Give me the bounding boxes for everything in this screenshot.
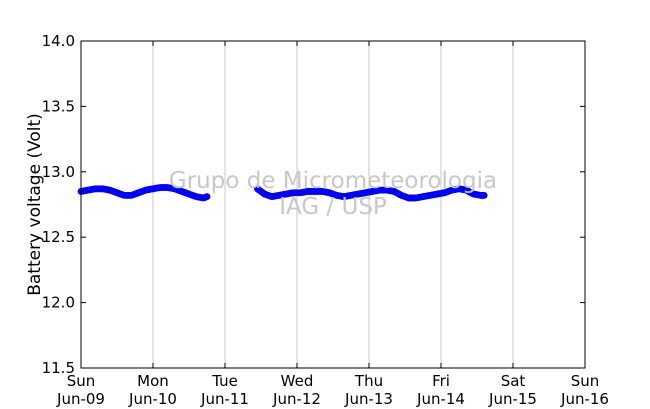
data-point: [480, 191, 488, 199]
x-tick-label-day: Fri: [432, 372, 450, 390]
plot-area: [77, 184, 488, 202]
x-tick-label-day: Mon: [137, 372, 169, 390]
x-tick-label-day: Tue: [211, 372, 238, 390]
plot-frame: [80, 40, 586, 369]
x-axis: SunJun-09MonJun-10TueJun-11WedJun-12ThuJ…: [56, 41, 609, 408]
x-tick-label-date: Jun-10: [128, 390, 177, 408]
watermark-line-2: IAG / USP: [279, 194, 387, 220]
x-tick-label-date: Jun-14: [416, 390, 465, 408]
y-tick-label: 11.5: [42, 359, 75, 377]
y-tick-label: 13.0: [42, 163, 75, 181]
grid-lines: [152, 41, 514, 368]
y-tick-label: 12.5: [42, 228, 75, 246]
data-series: [77, 184, 211, 202]
watermark-line-1: Grupo de Micrometeorologia: [169, 168, 497, 194]
x-tick-label-date: Jun-13: [344, 390, 393, 408]
x-tick-label-day: Sat: [501, 372, 526, 390]
data-series: [254, 185, 488, 202]
x-tick-label-date: Jun-11: [200, 390, 249, 408]
x-tick-label-date: Jun-16: [560, 390, 609, 408]
y-axis: 11.5 12.0 12.5 13.0 13.5 14.0: [42, 32, 585, 377]
y-tick-label: 12.0: [42, 294, 75, 312]
x-tick-label-day: Wed: [281, 372, 314, 390]
y-tick-label: 14.0: [42, 32, 75, 50]
y-tick-label: 13.5: [42, 97, 75, 115]
data-point: [203, 193, 211, 201]
watermark: Grupo de Micrometeorologia IAG / USP: [169, 168, 497, 220]
x-tick-label-date: Jun-15: [488, 390, 537, 408]
x-tick-label-day: Sun: [67, 372, 96, 390]
x-tick-label-day: Sun: [571, 372, 600, 390]
x-tick-label-date: Jun-09: [56, 390, 105, 408]
y-axis-label: Battery voltage (Volt): [25, 113, 45, 296]
x-tick-label-day: Thu: [354, 372, 383, 390]
x-tick-label-date: Jun-12: [272, 390, 321, 408]
